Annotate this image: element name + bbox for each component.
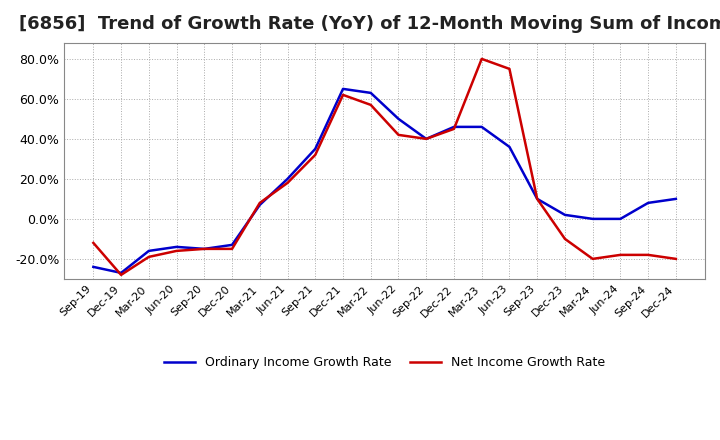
Net Income Growth Rate bbox=[450, 126, 459, 132]
Net Income Growth Rate bbox=[338, 92, 347, 98]
Ordinary Income Growth Rate bbox=[145, 248, 153, 253]
Ordinary Income Growth Rate bbox=[117, 270, 125, 275]
Net Income Growth Rate bbox=[200, 246, 209, 252]
Ordinary Income Growth Rate bbox=[338, 86, 347, 92]
Ordinary Income Growth Rate bbox=[644, 200, 652, 205]
Net Income Growth Rate bbox=[256, 200, 264, 205]
Net Income Growth Rate bbox=[283, 180, 292, 186]
Ordinary Income Growth Rate bbox=[366, 90, 375, 95]
Line: Ordinary Income Growth Rate: Ordinary Income Growth Rate bbox=[94, 89, 676, 273]
Net Income Growth Rate bbox=[505, 66, 514, 72]
Line: Net Income Growth Rate: Net Income Growth Rate bbox=[94, 59, 676, 275]
Ordinary Income Growth Rate bbox=[422, 136, 431, 142]
Net Income Growth Rate bbox=[228, 246, 236, 252]
Ordinary Income Growth Rate bbox=[228, 242, 236, 248]
Ordinary Income Growth Rate bbox=[450, 124, 459, 129]
Net Income Growth Rate bbox=[311, 152, 320, 158]
Ordinary Income Growth Rate bbox=[89, 264, 98, 270]
Ordinary Income Growth Rate bbox=[505, 144, 514, 150]
Net Income Growth Rate bbox=[477, 56, 486, 62]
Title: [6856]  Trend of Growth Rate (YoY) of 12-Month Moving Sum of Incomes: [6856] Trend of Growth Rate (YoY) of 12-… bbox=[19, 15, 720, 33]
Ordinary Income Growth Rate bbox=[200, 246, 209, 252]
Net Income Growth Rate bbox=[89, 240, 98, 246]
Ordinary Income Growth Rate bbox=[172, 244, 181, 249]
Net Income Growth Rate bbox=[117, 272, 125, 278]
Net Income Growth Rate bbox=[616, 252, 625, 257]
Net Income Growth Rate bbox=[644, 252, 652, 257]
Net Income Growth Rate bbox=[672, 256, 680, 261]
Net Income Growth Rate bbox=[533, 196, 541, 202]
Net Income Growth Rate bbox=[588, 256, 597, 261]
Net Income Growth Rate bbox=[561, 236, 570, 242]
Net Income Growth Rate bbox=[394, 132, 402, 138]
Net Income Growth Rate bbox=[422, 136, 431, 142]
Ordinary Income Growth Rate bbox=[394, 116, 402, 121]
Ordinary Income Growth Rate bbox=[588, 216, 597, 221]
Net Income Growth Rate bbox=[145, 254, 153, 260]
Legend: Ordinary Income Growth Rate, Net Income Growth Rate: Ordinary Income Growth Rate, Net Income … bbox=[158, 351, 611, 374]
Ordinary Income Growth Rate bbox=[616, 216, 625, 221]
Ordinary Income Growth Rate bbox=[672, 196, 680, 202]
Ordinary Income Growth Rate bbox=[283, 176, 292, 182]
Ordinary Income Growth Rate bbox=[561, 212, 570, 217]
Ordinary Income Growth Rate bbox=[311, 146, 320, 151]
Net Income Growth Rate bbox=[366, 102, 375, 107]
Net Income Growth Rate bbox=[172, 248, 181, 253]
Ordinary Income Growth Rate bbox=[477, 124, 486, 129]
Ordinary Income Growth Rate bbox=[533, 196, 541, 202]
Ordinary Income Growth Rate bbox=[256, 202, 264, 208]
